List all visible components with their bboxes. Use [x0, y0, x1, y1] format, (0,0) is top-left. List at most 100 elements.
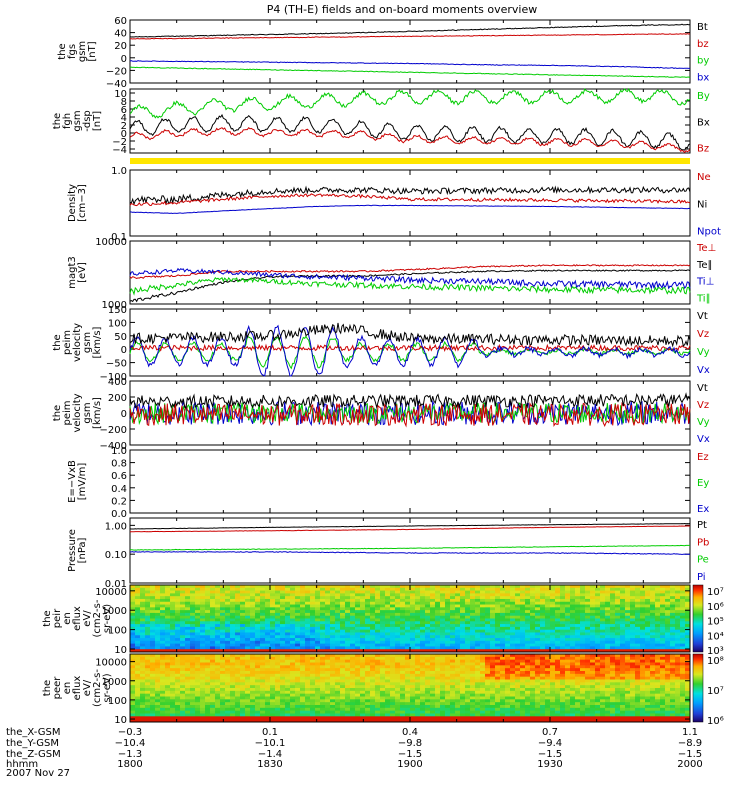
peer-eflux-cell — [165, 674, 170, 677]
peer-eflux-cell — [450, 702, 455, 705]
peer-eflux-cell — [450, 668, 455, 671]
peer-eflux-cell — [375, 657, 380, 660]
peir-eflux-cell — [160, 627, 165, 630]
peer-eflux-cell — [450, 674, 455, 677]
peir-eflux-cell — [540, 627, 545, 630]
peir-eflux-cell — [430, 644, 435, 647]
peir-eflux-cell — [225, 619, 230, 622]
peir-eflux-cell — [185, 596, 190, 599]
peer-eflux-cell — [210, 708, 215, 711]
peer-eflux-cell — [495, 657, 500, 660]
peer-eflux-cell — [220, 674, 225, 677]
peir-eflux-cell — [310, 641, 315, 644]
peir-eflux-cell — [600, 610, 605, 613]
peer-eflux-cell — [310, 716, 315, 719]
peer-eflux-cell — [265, 688, 270, 691]
peir-eflux-cell — [225, 602, 230, 605]
peir-eflux-cell — [170, 591, 175, 594]
peer-eflux-cell — [315, 711, 320, 714]
peir-eflux-cell — [325, 638, 330, 641]
peir-eflux-cell — [385, 641, 390, 644]
peir-eflux-cell — [140, 605, 145, 608]
peir-eflux-cell — [640, 627, 645, 630]
peir-eflux-cell — [305, 591, 310, 594]
peir-eflux-cell — [550, 641, 555, 644]
peer-eflux-cell — [220, 702, 225, 705]
peer-eflux-cell — [425, 699, 430, 702]
peir-eflux-cell — [420, 613, 425, 616]
peir-eflux-cell — [290, 619, 295, 622]
peer-eflux-cell — [180, 694, 185, 697]
peir-eflux-cell — [600, 588, 605, 591]
peer-eflux-cell — [320, 714, 325, 717]
peir-eflux-cell — [270, 644, 275, 647]
peir-eflux-cell — [590, 638, 595, 641]
peir-eflux-cell — [140, 613, 145, 616]
peer-eflux-cell — [240, 671, 245, 674]
peir-eflux-cell — [450, 591, 455, 594]
peir-eflux-cell — [180, 641, 185, 644]
peir-eflux-cell — [320, 588, 325, 591]
peir-eflux-cell — [680, 624, 685, 627]
peer-eflux-cell — [365, 680, 370, 683]
peer-eflux-cell — [240, 708, 245, 711]
peir-eflux-cell — [515, 613, 520, 616]
peir-eflux-cell — [550, 599, 555, 602]
peir-eflux-cell — [310, 593, 315, 596]
pressure-legend-1: Pb — [697, 537, 709, 548]
peer-eflux-cell — [365, 699, 370, 702]
peir-eflux-cell — [580, 613, 585, 616]
peer-eflux-cell — [495, 708, 500, 711]
peer-eflux-cell — [390, 716, 395, 719]
peir-eflux-cell — [645, 591, 650, 594]
peer-eflux-cell — [425, 677, 430, 680]
peer-eflux-cell — [150, 714, 155, 717]
peer-eflux-cell — [320, 688, 325, 691]
peir-eflux-cell — [475, 599, 480, 602]
peer-eflux-cell — [510, 665, 515, 668]
peir-eflux-cell — [600, 644, 605, 647]
peer-eflux-cell — [320, 665, 325, 668]
peir-eflux-cell — [200, 641, 205, 644]
peir-eflux-cell — [510, 624, 515, 627]
peir-eflux-cell — [315, 635, 320, 638]
peir-eflux-cell — [220, 591, 225, 594]
peer-eflux-cell — [275, 660, 280, 663]
peir-eflux-cell — [235, 588, 240, 591]
peir-eflux-cell — [655, 602, 660, 605]
peir-eflux-cell — [495, 593, 500, 596]
peir-eflux-cell — [520, 616, 525, 619]
peer-eflux-cell — [420, 665, 425, 668]
peir-eflux-cell — [145, 591, 150, 594]
peir-eflux-cell — [620, 641, 625, 644]
peer-eflux-cell — [195, 677, 200, 680]
peer-eflux-cell — [275, 682, 280, 685]
peir-eflux-cell — [390, 596, 395, 599]
peir-eflux-cell — [420, 616, 425, 619]
peir-eflux-cell — [420, 646, 425, 649]
peir-eflux-cell — [170, 607, 175, 610]
peir-eflux-cell — [215, 596, 220, 599]
peir-eflux-cell — [285, 641, 290, 644]
peer-eflux-cell — [265, 682, 270, 685]
peer-eflux-cell — [300, 663, 305, 666]
peer-eflux-cell — [370, 668, 375, 671]
peir-eflux-cell — [370, 638, 375, 641]
peir-eflux-cell — [555, 588, 560, 591]
peir-eflux-cell — [645, 596, 650, 599]
peir-eflux-cell — [415, 644, 420, 647]
peir-eflux-cell — [170, 621, 175, 624]
peir-eflux-cell — [585, 638, 590, 641]
peir-eflux-cell — [610, 641, 615, 644]
peer-eflux-cell — [170, 685, 175, 688]
peer-eflux-cell — [150, 668, 155, 671]
peir-eflux-cell — [415, 619, 420, 622]
peir-eflux-cell — [425, 605, 430, 608]
peer-eflux-cell — [325, 665, 330, 668]
peer-eflux-cell — [465, 671, 470, 674]
peir-eflux-cell — [550, 638, 555, 641]
peer-eflux-cell — [190, 677, 195, 680]
peir-eflux-cell — [480, 621, 485, 624]
peir-eflux-cell — [565, 605, 570, 608]
peer-eflux-cell — [405, 702, 410, 705]
